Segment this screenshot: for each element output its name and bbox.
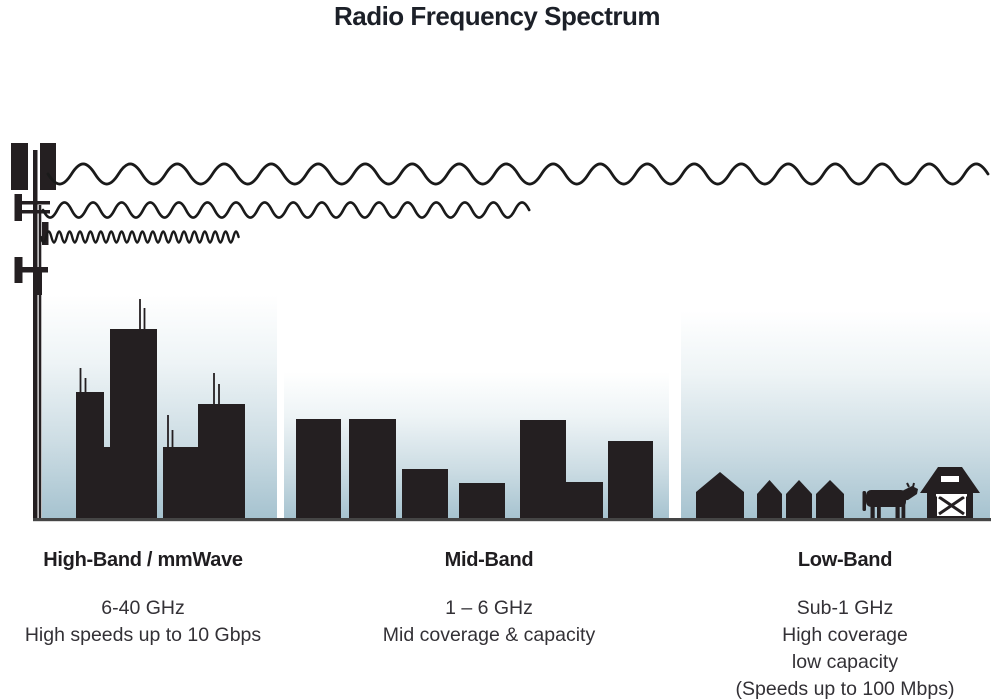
rural-scene — [696, 467, 980, 520]
band-frequency: 6-40 GHz — [101, 597, 185, 619]
rooftop-antenna-spikes — [79, 299, 220, 447]
barn-icon — [920, 467, 980, 519]
cell-tower-icon — [11, 143, 56, 520]
house-icon — [786, 480, 812, 520]
band-frequency: Sub-1 GHz — [796, 597, 894, 619]
band-name: High-Band / mmWave — [43, 549, 243, 571]
band-detail: (Speeds up to 100 Mbps) — [735, 678, 955, 700]
house-icon — [696, 472, 744, 520]
mid-band-label-block: Mid-Band 1 – 6 GHz Mid coverage & capaci… — [366, 549, 612, 649]
skyscraper-silhouettes — [76, 299, 245, 520]
radio-wave-mid-frequency — [41, 201, 531, 219]
radio-wave-low-frequency — [46, 162, 990, 186]
midrise-building-silhouettes — [296, 419, 653, 520]
house-icon — [757, 480, 782, 520]
band-name: Mid-Band — [444, 549, 534, 571]
low-band-label-block: Low-Band Sub-1 GHz High coverage low cap… — [712, 549, 978, 700]
house-icon — [816, 480, 844, 520]
band-name: Low-Band — [797, 549, 893, 571]
band-frequency: 1 – 6 GHz — [445, 597, 533, 619]
radio-wave-high-frequency — [39, 230, 240, 244]
high-band-label-block: High-Band / mmWave 6-40 GHz High speeds … — [20, 549, 266, 649]
band-detail: High speeds up to 10 Gbps — [24, 624, 262, 646]
band-detail: low capacity — [791, 651, 899, 673]
band-detail: Mid coverage & capacity — [382, 624, 596, 646]
ground-line — [33, 518, 991, 522]
cow-icon — [862, 482, 918, 519]
page-title: Radio Frequency Spectrum — [333, 1, 661, 31]
band-detail: High coverage — [782, 624, 908, 646]
